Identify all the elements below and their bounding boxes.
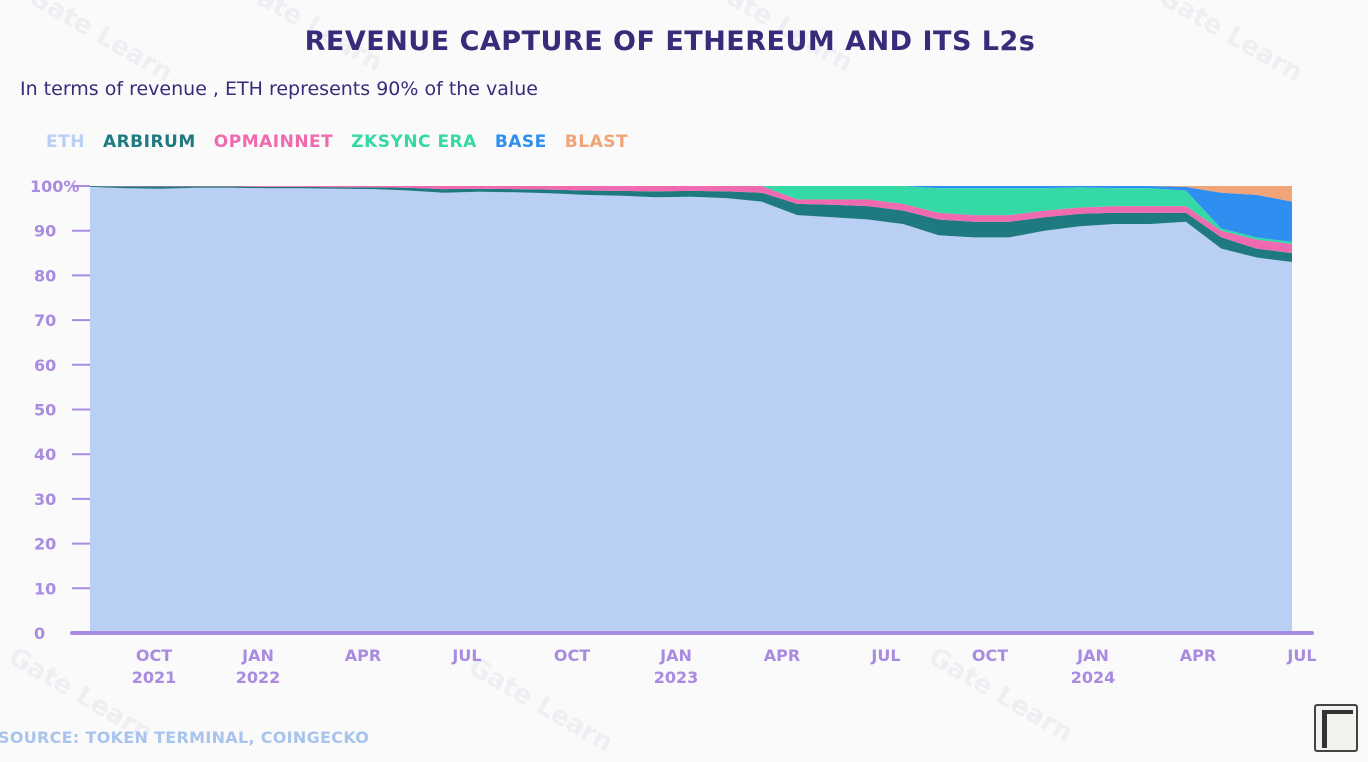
x-tick-month: JUL (1286, 646, 1316, 665)
x-tick-month: APR (1180, 646, 1216, 665)
x-tick-year: 2022 (236, 668, 281, 687)
y-tick-label: 100% (30, 177, 79, 196)
y-tick-label: 50 (34, 401, 56, 420)
chart-subtitle: In terms of revenue , ETH represents 90%… (20, 78, 538, 100)
y-tick-label: 20 (34, 535, 56, 554)
y-tick-label: 60 (34, 356, 56, 375)
x-tick-year: 2023 (654, 668, 699, 687)
x-tick-month: OCT (554, 646, 590, 665)
x-tick-month: JAN (1076, 646, 1109, 665)
x-tick-year: 2021 (132, 668, 177, 687)
chart-title: REVENUE CAPTURE OF ETHEREUM AND ITS L2s (304, 26, 1036, 57)
source-note: SOURCE: TOKEN TERMINAL, COINGECKO (0, 728, 370, 747)
x-tick-month: OCT (136, 646, 172, 665)
y-tick-label: 70 (34, 311, 56, 330)
x-tick-month: APR (345, 646, 381, 665)
legend-item-opmainnet: OPMAINNET (213, 132, 334, 152)
y-tick-label: 30 (34, 490, 56, 509)
y-tick-label: 40 (34, 445, 56, 464)
x-tick-month: OCT (972, 646, 1008, 665)
legend-item-blast: BLAST (564, 132, 629, 152)
y-tick-label: 90 (34, 222, 56, 241)
y-tick-label: 10 (34, 579, 56, 598)
x-tick-month: APR (764, 646, 800, 665)
area-zksync-era (90, 186, 1292, 245)
area-arbirum (90, 186, 1292, 262)
legend-item-arbitrum: ARBIRUM (102, 132, 196, 152)
brand-logo (1314, 704, 1358, 752)
legend: ETH ARBIRUM OPMAINNET ZKSYNC ERA BASE BL… (46, 132, 628, 152)
y-tick-label: 80 (34, 266, 56, 285)
area-eth (90, 186, 1292, 633)
x-tick-month: JAN (241, 646, 274, 665)
legend-item-zksync-era: ZKSYNC ERA (351, 132, 477, 152)
legend-item-eth: ETH (46, 132, 85, 152)
x-tick-year: 2024 (1071, 668, 1116, 687)
legend-item-base: BASE (494, 132, 547, 152)
x-tick-month: JUL (451, 646, 481, 665)
x-tick-month: JAN (659, 646, 692, 665)
x-tick-month: JUL (870, 646, 900, 665)
y-tick-label: 0 (34, 624, 45, 643)
